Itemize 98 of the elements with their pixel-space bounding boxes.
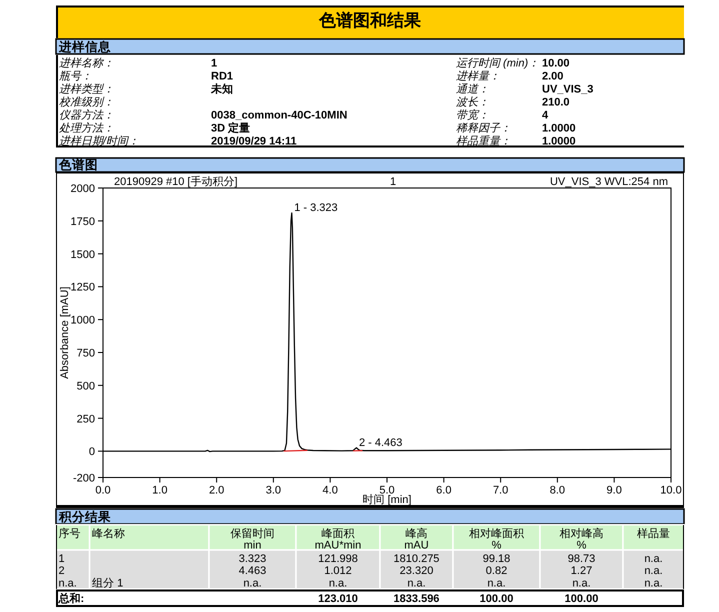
text: n.a. [644,565,663,577]
text: 样品量 [637,528,670,540]
text: 100.00 [564,593,598,605]
text: n.a. [328,578,348,590]
text: 10.00 [542,57,570,70]
x-tick-label: 6.0 [436,484,452,496]
text: 样品重量： [456,134,511,148]
text: 仪器方法： [59,108,114,122]
text: 保留时间 [230,527,274,540]
y-tick-label: 0 [88,446,95,458]
text: 98.73 [568,553,596,565]
text: UV_VIS_3 WVL:254 nm [550,176,668,188]
text: 3.323 [238,553,266,565]
x-axis-title: 时间 [min] [362,493,412,506]
x-tick-label: 10.0 [660,484,682,496]
text: 100.00 [480,593,514,605]
text: UV_VIS_3 [542,83,594,96]
section-heading-bar: 进样信息 [55,38,685,55]
x-tick-label: 0.0 [95,484,111,496]
text: 23.320 [400,565,434,577]
y-tick-label: 2000 [70,183,95,195]
text: n.a. [644,553,663,565]
text: 波长： [456,95,489,108]
text: 运行时间 (min)： [456,56,540,70]
text: 1.012 [324,565,352,577]
text: 2019/09/29 14:11 [211,135,297,148]
y-tick-label: 750 [76,347,95,360]
text: 1810.275 [394,553,440,565]
text: 0.82 [486,565,508,577]
text: n.a. [58,578,77,590]
text: 20190929 #10 [手动积分] [114,175,238,188]
x-tick-label: 9.0 [606,484,622,496]
text: 通道： [456,82,489,96]
text: 1.0000 [542,122,576,134]
chart-title: 色谱图和结果 [318,11,422,30]
text: n.a. [572,578,591,590]
text: 相对峰面积 [469,527,524,540]
text: % [492,540,502,552]
text: n.a. [243,578,262,590]
y-tick-label: -200 [72,472,95,484]
text: 峰高 [406,527,428,540]
y-tick-label: 1750 [70,216,95,228]
text: 处理方法： [58,121,114,134]
text: 1 [58,553,65,565]
text: 进样日期/时间： [59,134,140,148]
text: 1 [211,57,218,70]
y-tick-label: 500 [76,380,95,392]
text: 总和: [58,592,84,605]
text: 进样量： [456,69,500,82]
text: 2.00 [542,70,564,82]
text: 序号 [58,527,80,540]
x-tick-label: 1.0 [152,484,168,496]
text: 3D 定量 [211,121,250,134]
text: mAU [404,540,429,552]
text: min [244,540,262,552]
text: 121.998 [318,553,358,565]
x-tick-label: 7.0 [492,484,508,496]
text: 组分 1 [92,578,124,590]
x-tick-label: 2.0 [208,484,224,496]
text: 1833.596 [394,593,440,605]
annotation: 1 - 3.323 [294,202,338,214]
annotation: 2 - 4.463 [359,436,402,449]
section-heading-bar: 色谱图 [55,157,685,173]
x-tick-label: 4.0 [322,484,338,496]
x-tick-label: 3.0 [266,484,282,496]
x-tick-label: 8.0 [550,484,566,496]
text: 稀释因子： [456,122,511,134]
text: 瓶号： [59,70,92,82]
text: n.a. [487,578,506,590]
text: 2 [58,565,65,577]
text: 0038_common-40C-10MIN [211,109,348,122]
text: 带宽： [456,108,489,122]
text: 1.27 [570,565,592,577]
text: mAU*min [314,540,362,552]
text: 4 [542,109,549,122]
y-tick-label: 1500 [70,248,95,261]
text: % [576,540,587,552]
text: RD1 [211,70,234,82]
text: 相对峰高 [560,527,604,540]
y-tick-label: 250 [76,413,95,426]
text: 峰面积 [322,528,354,540]
text: 进样类型： [59,82,114,96]
text: 未知 [210,82,233,96]
text: 123.010 [318,593,358,605]
y-tick-label: 1000 [70,314,95,327]
text: 峰名称 [92,528,126,540]
text: 校准级别： [59,95,114,108]
text: 99.18 [482,553,510,565]
text: n.a. [407,578,426,590]
text: 1 [390,176,396,188]
y-tick-label: 1250 [70,282,95,294]
text: 进样名称： [59,56,114,70]
y-axis-title: Absorbance [mAU] [59,286,71,379]
section-heading-bar: 积分结果 [55,508,685,525]
text: 4.463 [238,565,266,577]
text: 1.0000 [542,135,576,148]
text: 210.0 [542,96,570,108]
text: n.a. [644,578,663,590]
